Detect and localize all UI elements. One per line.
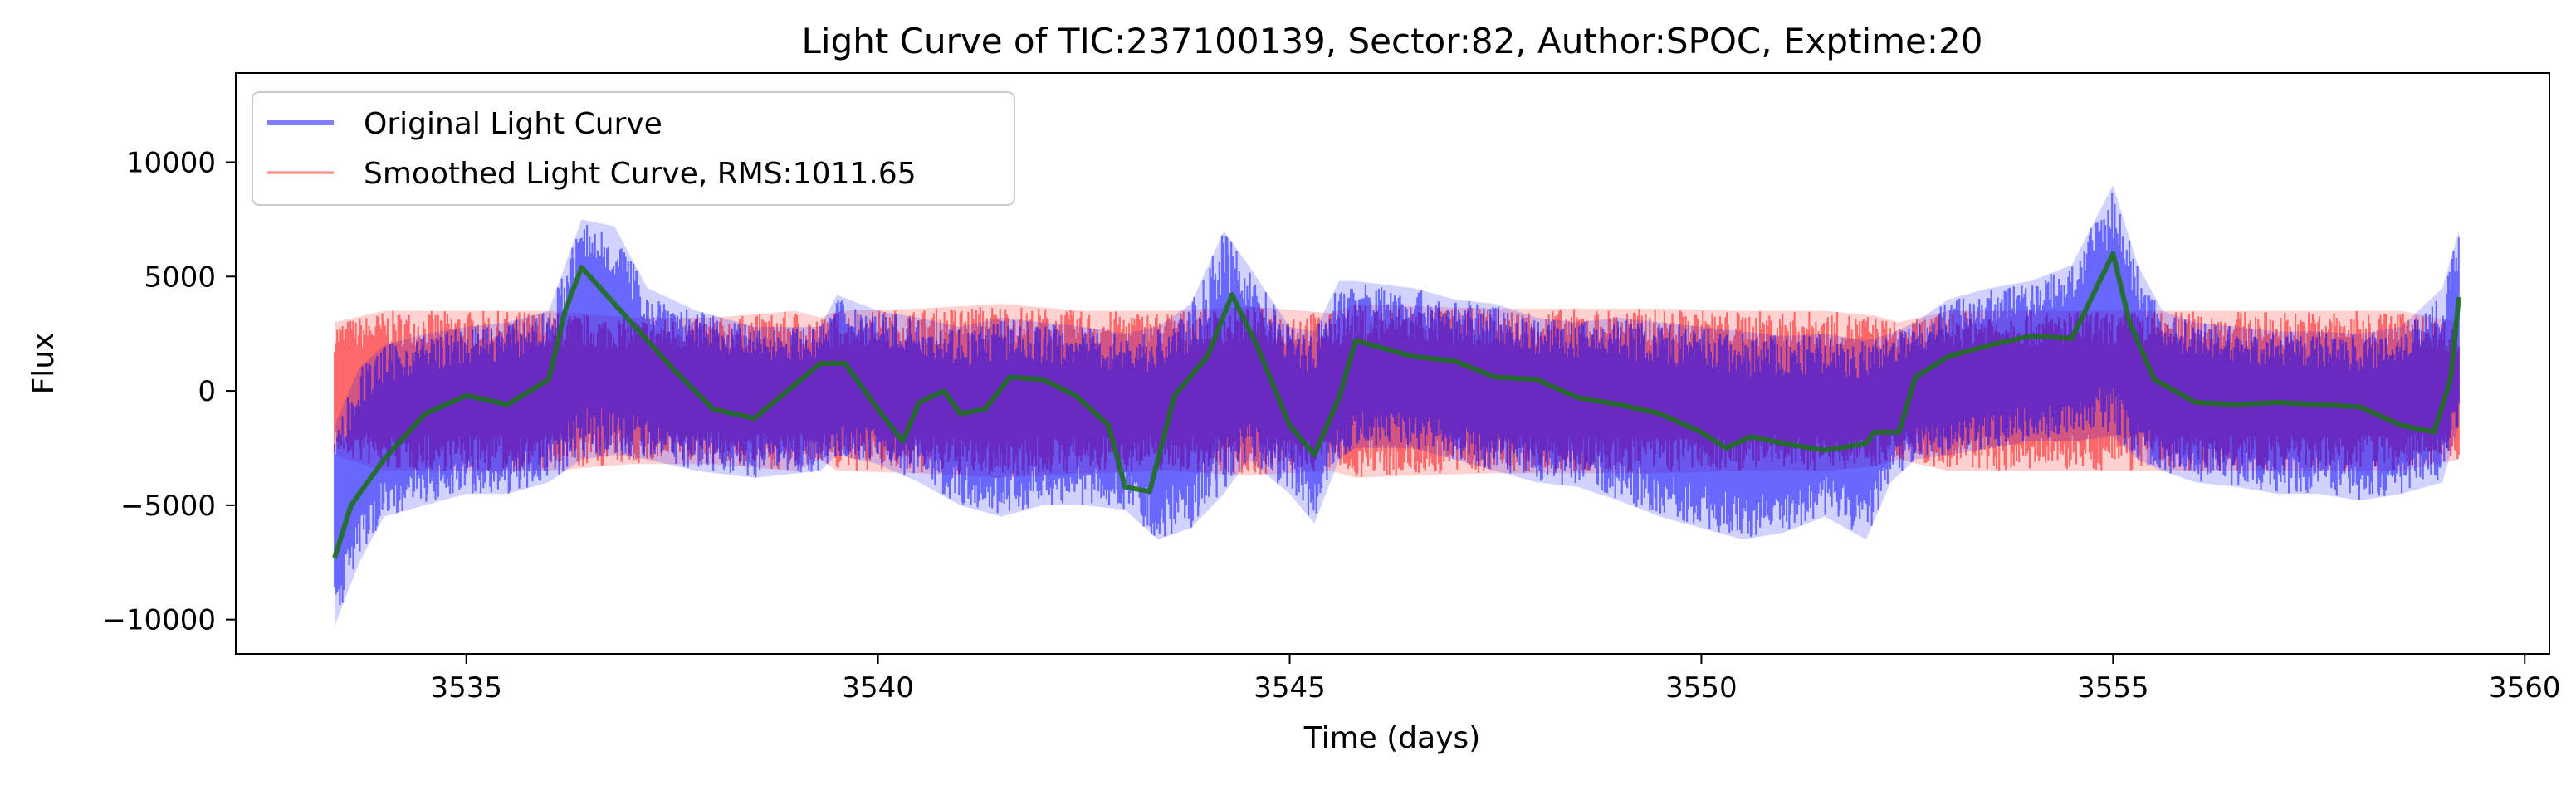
legend-label-smoothed: Smoothed Light Curve, RMS:1011.65 [364, 157, 917, 191]
y-tick-label: −5000 [120, 490, 216, 523]
legend: Original Light Curve Smoothed Light Curv… [252, 91, 1015, 206]
x-tick-label: 3550 [1665, 671, 1738, 705]
x-tick-label: 3545 [1254, 671, 1326, 705]
y-tick-label: 0 [198, 375, 216, 408]
x-tick-label: 3535 [430, 671, 502, 705]
y-axis: −10000 −5000 0 5000 10000 [102, 146, 236, 637]
y-tick-label: 5000 [144, 261, 216, 294]
legend-label-original: Original Light Curve [364, 107, 662, 141]
chart-title: Light Curve of TIC:237100139, Sector:82,… [802, 21, 1983, 61]
y-tick-label: 10000 [126, 146, 216, 179]
x-tick-label: 3540 [842, 671, 914, 705]
series-layer [332, 185, 2461, 627]
plot-frame [235, 72, 2550, 655]
x-axis-label: Time (days) [1303, 721, 1481, 755]
y-axis-label: Flux [27, 333, 61, 395]
plot-area [332, 185, 2461, 627]
x-axis: 3535 3540 3545 3550 3555 3560 [430, 654, 2561, 705]
y-tick-label: −10000 [102, 604, 216, 637]
legend-box [252, 91, 1015, 206]
original-light-curve-envelope [335, 185, 2459, 627]
x-tick-label: 3555 [2077, 671, 2149, 705]
trend-line [332, 251, 2461, 559]
x-tick-label: 3560 [2489, 671, 2561, 705]
